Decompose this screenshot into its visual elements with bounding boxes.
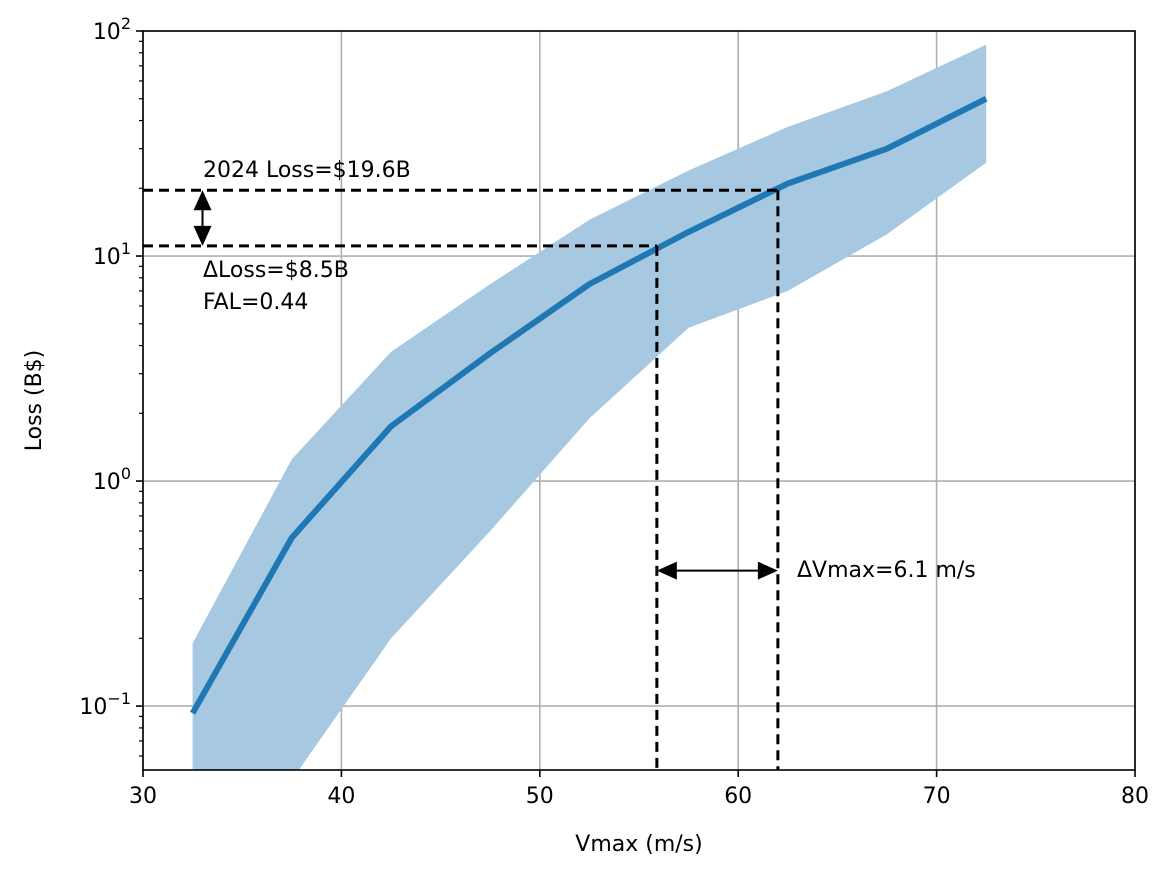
annotation-delta-loss: ΔLoss=$8.5B	[203, 258, 349, 283]
arrow-delta-loss-head-up	[193, 190, 212, 211]
arrow-delta-loss-head-down	[193, 225, 212, 246]
reference-lines	[143, 188, 780, 770]
uncertainty-band	[192, 44, 987, 770]
series-line	[189, 96, 988, 715]
arrow-delta-vmax-head-right	[757, 561, 778, 580]
x-tick-label: 80	[1121, 784, 1149, 809]
annotation-fal: FAL=0.44	[203, 290, 308, 315]
plot-frame	[142, 30, 1136, 771]
x-tick-label: 70	[923, 784, 951, 809]
axis-ticks	[136, 30, 1136, 777]
y-tick-label: 10−1	[79, 689, 131, 720]
x-tick-label: 60	[724, 784, 752, 809]
x-axis-label: Vmax (m/s)	[575, 832, 702, 857]
y-tick-label: 100	[93, 464, 131, 495]
series-lines	[189, 96, 988, 715]
x-tick-label: 40	[327, 784, 355, 809]
x-tick-label: 50	[526, 784, 554, 809]
axis-tick-labels: 30 40 50 60 70 80 10−1 100 101 102	[79, 14, 1149, 809]
annotation-2024-loss: 2024 Loss=$19.6B	[203, 158, 411, 183]
annotation-delta-vmax: ΔVmax=6.1 m/s	[797, 558, 976, 583]
uncertainty-band-area	[192, 44, 987, 770]
y-tick-label: 102	[93, 14, 131, 45]
arrow-delta-vmax-head-left	[656, 561, 677, 580]
y-axis-label: Loss (B$)	[22, 350, 47, 452]
y-tick-label: 101	[93, 239, 131, 270]
x-tick-label: 30	[129, 784, 157, 809]
